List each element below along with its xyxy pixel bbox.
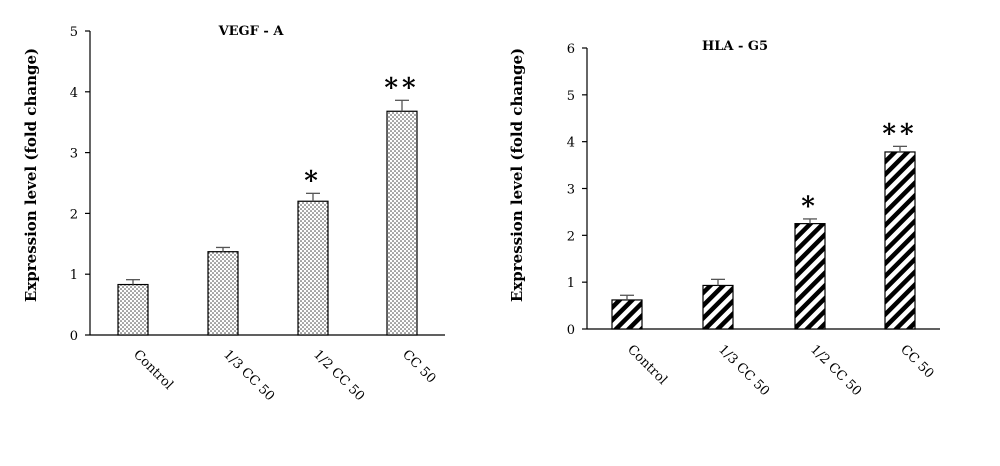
y-axis-label: Expression level (fold change) <box>22 48 40 302</box>
error-bars <box>620 145 907 300</box>
chart-panel-vegf: VEGF - A Expression level (fold change) … <box>22 24 445 404</box>
bar <box>297 200 329 336</box>
y-tick-labels: 0 1 2 3 4 5 6 <box>567 42 575 338</box>
bar <box>794 223 826 330</box>
bars <box>611 151 916 330</box>
y-tick-label: 2 <box>70 207 78 222</box>
bar <box>702 284 734 330</box>
axes <box>85 30 445 336</box>
chart-title: HLA - G5 <box>702 39 768 54</box>
bar <box>386 110 418 336</box>
y-tick-labels: 0 1 2 3 4 5 <box>70 25 78 344</box>
y-tick-label: 0 <box>70 329 78 344</box>
chart-panel-hla-g5: HLA - G5 Expression level (fold change) … <box>508 39 940 399</box>
y-tick-label: 3 <box>567 183 575 198</box>
y-tick-label: 5 <box>70 25 78 40</box>
category-labels: Control 1/3 CC 50 1/2 CC 50 CC 50 <box>130 347 438 404</box>
y-tick-label: 1 <box>567 276 575 291</box>
significance-markers: *** <box>304 73 419 196</box>
bar <box>207 251 239 336</box>
bar <box>884 151 916 330</box>
significance-marker: ** <box>882 119 917 149</box>
y-tick-label: 3 <box>70 147 78 162</box>
significance-marker: ** <box>384 73 419 103</box>
significance-markers: *** <box>801 119 917 222</box>
axes <box>582 47 940 330</box>
category-label: CC 50 <box>897 342 936 381</box>
y-tick-label: 0 <box>567 323 575 338</box>
y-tick-label: 2 <box>567 229 575 244</box>
category-label: Control <box>624 342 670 388</box>
y-tick-label: 6 <box>567 42 575 57</box>
y-tick-label: 1 <box>70 268 78 283</box>
category-label: 1/3 CC 50 <box>220 347 277 404</box>
category-label: 1/2 CC 50 <box>310 347 367 404</box>
category-label: Control <box>130 347 176 393</box>
category-labels: Control 1/3 CC 50 1/2 CC 50 CC 50 <box>624 342 936 399</box>
chart-title: VEGF - A <box>218 24 285 39</box>
y-tick-label: 4 <box>70 86 78 101</box>
bars <box>117 110 418 336</box>
category-label: 1/2 CC 50 <box>807 342 864 399</box>
category-label: 1/3 CC 50 <box>715 342 772 399</box>
significance-marker: * <box>304 166 322 196</box>
y-axis-label: Expression level (fold change) <box>508 48 526 302</box>
error-bars <box>126 99 409 285</box>
y-tick-label: 5 <box>567 89 575 104</box>
bar <box>611 299 643 330</box>
y-tick-label: 4 <box>567 136 575 151</box>
significance-marker: * <box>801 192 819 222</box>
bar <box>117 283 149 336</box>
category-label: CC 50 <box>399 347 438 386</box>
